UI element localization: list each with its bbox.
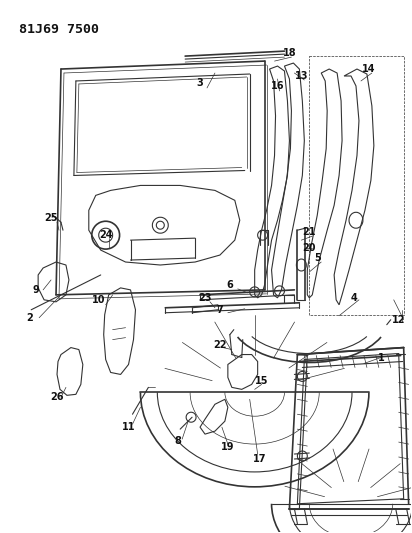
Text: 20: 20 — [302, 243, 316, 253]
Text: 6: 6 — [227, 280, 233, 290]
Text: 11: 11 — [122, 422, 135, 432]
Text: 2: 2 — [26, 313, 33, 323]
Text: 3: 3 — [197, 78, 204, 88]
Text: 7: 7 — [217, 305, 223, 315]
Text: 19: 19 — [221, 442, 234, 452]
Text: 26: 26 — [50, 392, 64, 402]
Text: 16: 16 — [271, 81, 284, 91]
Text: 5: 5 — [314, 253, 321, 263]
Text: 4: 4 — [351, 293, 357, 303]
Text: 8: 8 — [175, 436, 182, 446]
Text: 18: 18 — [283, 48, 296, 58]
Text: 25: 25 — [44, 213, 58, 223]
Text: 10: 10 — [92, 295, 105, 305]
Text: 13: 13 — [295, 71, 308, 81]
Text: 14: 14 — [362, 64, 376, 74]
Text: 12: 12 — [392, 314, 405, 325]
Text: 1: 1 — [377, 352, 384, 362]
Text: 9: 9 — [33, 285, 40, 295]
Text: 81J69 7500: 81J69 7500 — [19, 23, 99, 36]
Text: 21: 21 — [302, 227, 316, 237]
Text: 23: 23 — [198, 293, 212, 303]
Text: 17: 17 — [253, 454, 267, 464]
Text: 24: 24 — [99, 230, 112, 240]
Text: 22: 22 — [213, 340, 227, 350]
Text: 15: 15 — [255, 376, 268, 386]
